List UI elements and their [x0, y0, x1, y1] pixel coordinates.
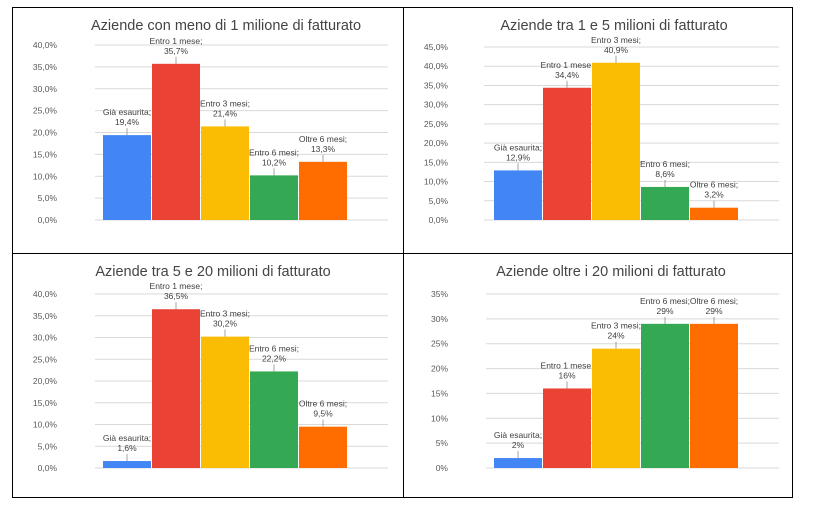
bar	[641, 186, 689, 220]
bar	[543, 87, 591, 220]
data-label: Entro 3 mesi; 24%	[591, 321, 641, 341]
y-tick-label: 25,0%	[33, 106, 58, 116]
y-tick-label: 0%	[436, 463, 449, 473]
y-tick-label: 30,0%	[33, 84, 58, 94]
y-tick-label: 40,0%	[424, 61, 449, 71]
chart-title: Aziende con meno di 1 milione di fattura…	[91, 18, 361, 34]
data-label: Oltre 6 mesi; 9,5%	[299, 399, 347, 419]
y-tick-label: 30,0%	[33, 333, 58, 343]
y-tick-label: 35%	[431, 289, 448, 299]
y-tick-label: 5,0%	[38, 441, 58, 451]
chart-1-5m: Aziende tra 1 e 5 milioni di fatturato 0…	[424, 18, 779, 225]
bar	[592, 348, 640, 468]
y-tick-label: 5,0%	[38, 193, 58, 203]
data-label: Già esaurita; 12,9%	[494, 142, 542, 162]
bar	[103, 135, 151, 220]
bar	[201, 126, 249, 220]
y-tick-label: 25,0%	[33, 354, 58, 364]
chart-title: Aziende tra 5 e 20 milioni di fatturato	[95, 264, 330, 280]
y-tick-label: 0,0%	[38, 463, 58, 473]
y-tick-label: 20%	[431, 364, 448, 374]
bar	[641, 323, 689, 468]
chart-title: Aziende oltre i 20 milioni di fatturato	[496, 264, 726, 280]
bar	[250, 175, 298, 220]
y-tick-label: 15%	[431, 388, 448, 398]
bar	[152, 63, 200, 220]
data-label: Entro 3 mesi; 40,9%	[591, 35, 641, 55]
y-tick-label: 35,0%	[424, 80, 449, 90]
data-label: Entro 6 mesi; 10,2%	[249, 147, 299, 167]
grid-divider-horizontal	[13, 253, 792, 254]
grid-divider-vertical	[403, 8, 404, 497]
chart-title: Aziende tra 1 e 5 milioni di fatturato	[500, 18, 727, 34]
chart-panel-1-5m: Aziende tra 1 e 5 milioni di fatturato 0…	[404, 8, 793, 252]
bar	[494, 170, 542, 220]
data-label: Entro 1 mese; 34,4%	[541, 60, 594, 80]
chart-5-20m: Aziende tra 5 e 20 milioni di fatturato …	[33, 264, 388, 473]
data-label: Entro 6 mesi; 22,2%	[249, 343, 299, 363]
y-tick-label: 40,0%	[33, 289, 58, 299]
y-tick-label: 15,0%	[33, 149, 58, 159]
data-label: Già esaurita; 19,4%	[103, 107, 151, 127]
bar	[690, 207, 738, 220]
chart-grid: Aziende con meno di 1 milione di fattura…	[12, 7, 793, 498]
bar	[250, 371, 298, 468]
y-tick-label: 10,0%	[33, 420, 58, 430]
y-tick-label: 5%	[436, 438, 449, 448]
y-tick-label: 0,0%	[38, 215, 58, 225]
bar	[592, 62, 640, 220]
data-label: Entro 6 mesi; 8,6%	[640, 159, 690, 179]
data-label: Entro 1 mese; 16%	[541, 360, 594, 380]
y-tick-label: 5,0%	[429, 196, 449, 206]
y-tick-label: 30,0%	[424, 100, 449, 110]
y-tick-label: 20,0%	[33, 128, 58, 138]
chart-panel-under-1m: Aziende con meno di 1 milione di fattura…	[13, 8, 402, 252]
bar	[299, 161, 347, 220]
bar	[690, 323, 738, 468]
data-label: Entro 1 mese; 36,5%	[150, 281, 203, 301]
bar	[152, 309, 200, 468]
y-tick-label: 15,0%	[33, 398, 58, 408]
data-label: Entro 3 mesi; 21,4%	[200, 98, 250, 118]
data-label: Entro 6 mesi; 29%	[640, 296, 690, 316]
y-tick-label: 20,0%	[33, 376, 58, 386]
chart-over-20m: Aziende oltre i 20 milioni di fatturato …	[431, 264, 779, 473]
y-tick-label: 45,0%	[424, 42, 449, 52]
y-tick-label: 10%	[431, 413, 448, 423]
bar	[494, 458, 542, 468]
y-tick-label: 35,0%	[33, 311, 58, 321]
data-label: Oltre 6 mesi; 3,2%	[690, 180, 738, 200]
y-tick-label: 10,0%	[424, 177, 449, 187]
y-tick-label: 15,0%	[424, 157, 449, 167]
bar	[201, 336, 249, 468]
data-label: Entro 1 mese; 35,7%	[150, 36, 203, 56]
chart-panel-5-20m: Aziende tra 5 e 20 milioni di fatturato …	[13, 254, 402, 498]
y-tick-label: 25,0%	[424, 119, 449, 129]
y-tick-label: 40,0%	[33, 40, 58, 50]
data-label: Già esaurita; 1,6%	[103, 433, 151, 453]
data-label: Oltre 6 mesi; 13,3%	[299, 134, 347, 154]
y-tick-label: 25%	[431, 339, 448, 349]
data-label: Oltre 6 mesi; 29%	[690, 296, 738, 316]
y-tick-label: 20,0%	[424, 138, 449, 148]
data-label: Entro 3 mesi; 30,2%	[200, 309, 250, 329]
bar	[299, 426, 347, 468]
data-label: Già esaurita; 2%	[494, 430, 542, 450]
y-tick-label: 0,0%	[429, 215, 449, 225]
chart-panel-over-20m: Aziende oltre i 20 milioni di fatturato …	[404, 254, 793, 498]
y-tick-label: 30%	[431, 314, 448, 324]
bar	[103, 461, 151, 468]
y-tick-label: 10,0%	[33, 171, 58, 181]
y-tick-label: 35,0%	[33, 62, 58, 72]
bar	[543, 388, 591, 468]
chart-under-1m: Aziende con meno di 1 milione di fattura…	[33, 18, 388, 225]
